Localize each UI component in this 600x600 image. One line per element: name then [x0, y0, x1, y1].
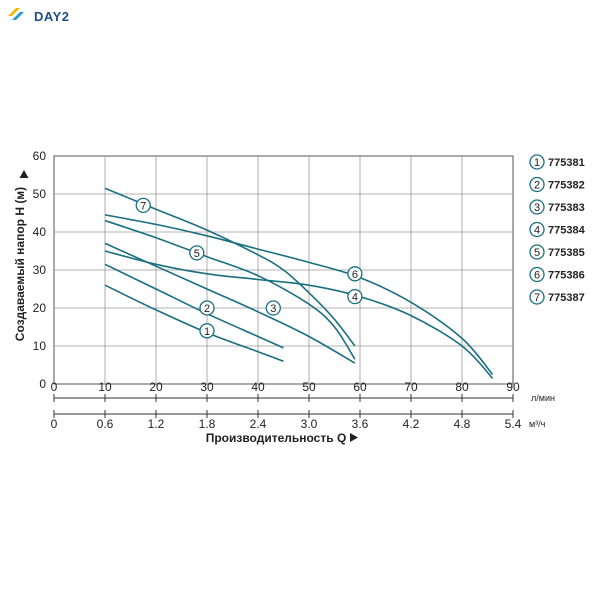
- y-tick-label: 20: [33, 301, 47, 315]
- legend-marker-775384: [529, 221, 545, 238]
- series-marker-number-775383: 3: [270, 303, 276, 315]
- x-axis-title: Производительность Q: [206, 431, 347, 445]
- x-axis-unit: л/мин: [531, 393, 555, 403]
- legend-marker-775387: [529, 289, 545, 305]
- y-tick-label: 60: [33, 149, 47, 163]
- legend-marker-775382: [529, 176, 545, 193]
- series-line-775387: [104, 187, 356, 347]
- x-tick-label: 30: [200, 380, 214, 394]
- x-tick-label: 80: [455, 380, 469, 394]
- series-marker-775384: [347, 288, 363, 305]
- brand-logo-text: DAY2: [34, 9, 70, 24]
- legend-label-775382: 775382: [548, 180, 585, 192]
- y-tick-label: 10: [33, 339, 47, 353]
- series-marker-775387: [135, 197, 151, 214]
- y-tick-label: 40: [33, 225, 47, 239]
- series-marker-775381: [199, 323, 215, 339]
- x-tick-label: 70: [404, 380, 418, 394]
- legend-marker-number-775381: 1: [534, 157, 540, 169]
- series-marker-number-775385: 5: [194, 248, 200, 260]
- series-marker-number-775387: 7: [140, 200, 146, 212]
- legend-marker-775385: [529, 244, 545, 260]
- legend-marker-number-775386: 6: [534, 270, 540, 282]
- legend-marker-775381: [529, 154, 545, 170]
- y-axis-arrow-icon: [19, 170, 29, 178]
- series-marker-number-775386: 6: [352, 269, 358, 281]
- series-marker-775386: [347, 266, 363, 282]
- legend-label-775386: 775386: [548, 270, 585, 282]
- x-tick-label: 20: [149, 380, 163, 394]
- x-tick-label: 60: [353, 380, 367, 394]
- legend-marker-number-775383: 3: [534, 202, 540, 214]
- series-marker-number-775384: 4: [352, 292, 358, 304]
- series-marker-775382: [199, 300, 215, 316]
- legend-label-775383: 775383: [548, 202, 585, 214]
- series-marker-775383: [265, 300, 281, 316]
- x2-axis-unit: м³/ч: [529, 419, 546, 429]
- legend-label-775385: 775385: [548, 247, 585, 259]
- x2-tick-label: 1.2: [148, 417, 165, 431]
- x2-tick-label: 3.6: [352, 417, 369, 431]
- series-line-775385: [104, 219, 356, 360]
- legend-label-775381: 775381: [548, 157, 585, 169]
- series-marker-number-775381: 1: [204, 326, 210, 338]
- legend-label-775384: 775384: [548, 225, 586, 237]
- x-tick-label: 90: [506, 380, 520, 394]
- legend-label-775387: 775387: [548, 292, 585, 304]
- x2-tick-label: 0: [51, 417, 58, 431]
- y-tick-label: 50: [33, 187, 47, 201]
- x-tick-label: 50: [302, 380, 316, 394]
- series-marker-775385: [189, 245, 205, 261]
- x2-tick-label: 5.4: [505, 417, 522, 431]
- series-line-775384: [104, 250, 494, 379]
- y-tick-label: 30: [33, 263, 47, 277]
- x2-tick-label: 4.2: [403, 417, 420, 431]
- y-tick-label: 0: [39, 377, 46, 391]
- x2-tick-label: 4.8: [454, 417, 471, 431]
- x-tick-label: 0: [51, 380, 58, 394]
- series-line-775386: [104, 214, 494, 376]
- series-marker-number-775382: 2: [204, 303, 210, 315]
- legend-marker-775386: [529, 266, 545, 283]
- x2-tick-label: 0.6: [97, 417, 114, 431]
- x2-tick-label: 1.8: [199, 417, 216, 431]
- brand-mark-icon: [8, 8, 24, 20]
- legend-marker-number-775384: 4: [534, 225, 540, 237]
- brand-logo: DAY2: [6, 4, 70, 28]
- x-axis-arrow-icon: [350, 433, 358, 442]
- x-tick-label: 10: [98, 380, 112, 394]
- x-tick-label: 40: [251, 380, 265, 394]
- series-line-775383: [104, 242, 356, 364]
- x2-tick-label: 3.0: [301, 417, 318, 431]
- legend-marker-775383: [529, 199, 545, 215]
- legend-marker-number-775382: 2: [534, 180, 540, 192]
- legend-marker-number-775385: 5: [534, 247, 540, 259]
- y-axis-title: Создаваемый напор H (м): [13, 187, 27, 341]
- x2-tick-label: 2.4: [250, 417, 267, 431]
- legend-marker-number-775387: 7: [534, 292, 540, 304]
